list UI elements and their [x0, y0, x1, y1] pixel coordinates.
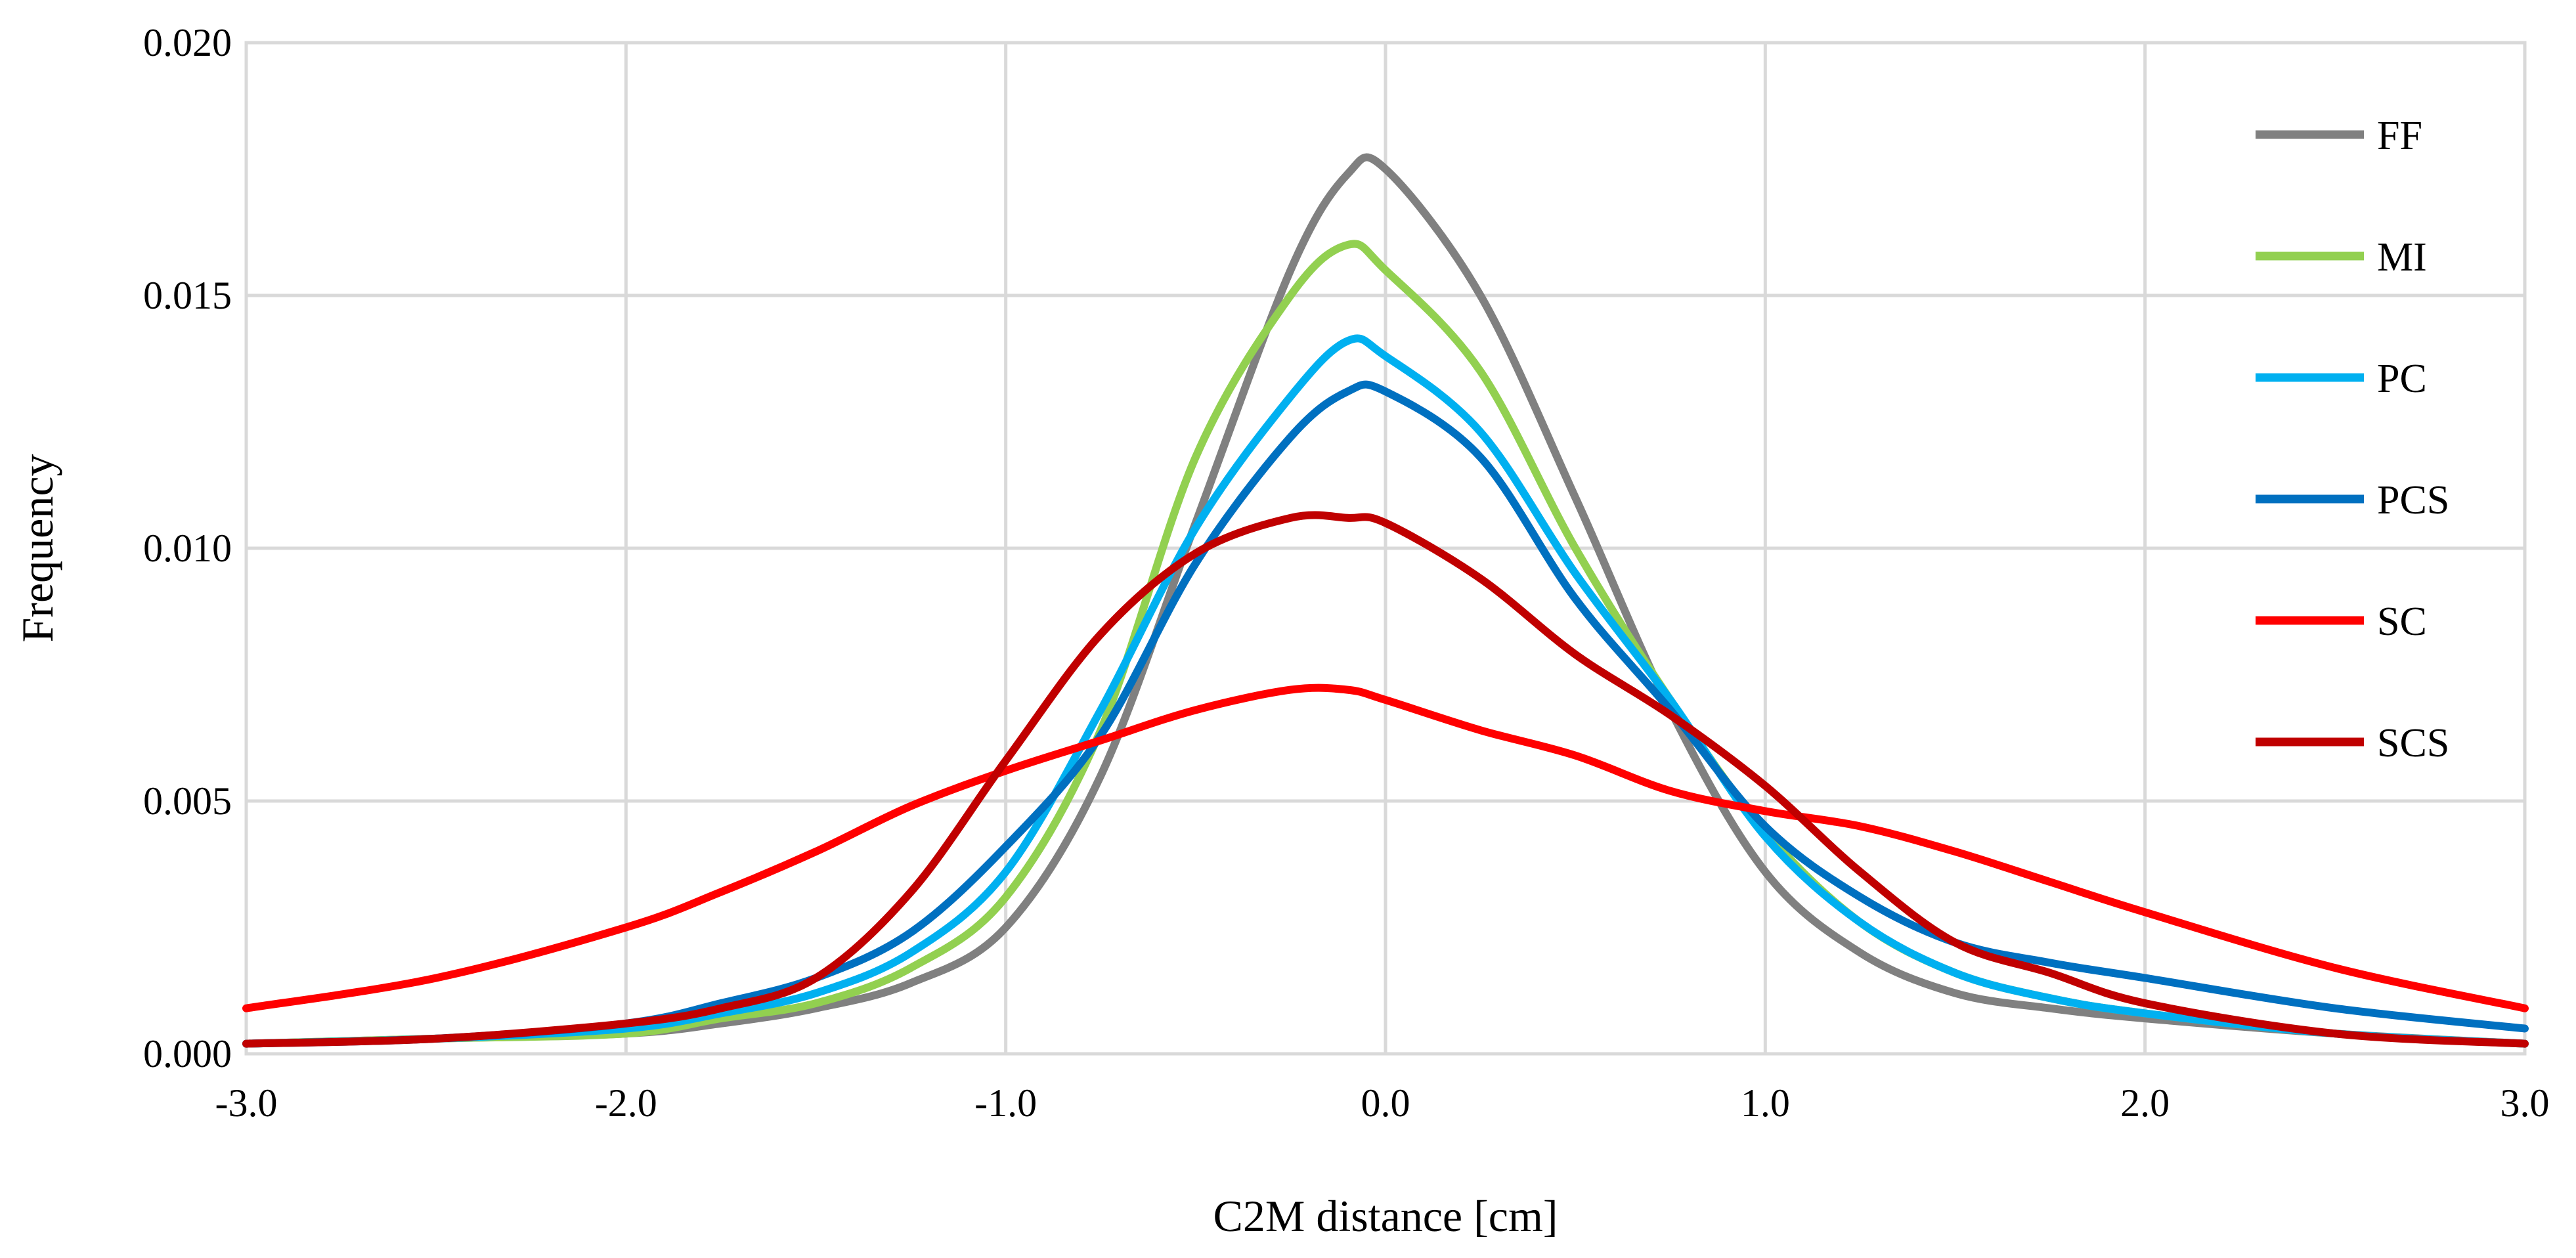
series-line-pcs — [242, 380, 2529, 1048]
x-tick-label: -1.0 — [974, 1081, 1037, 1125]
x-axis-ticks: -3.0 -2.0 -1.0 0.0 1.0 2.0 3.0 — [215, 1081, 2550, 1125]
y-tick-label: 0.015 — [143, 274, 232, 317]
y-tick-label: 0.020 — [143, 21, 232, 64]
x-tick-label: -2.0 — [595, 1081, 657, 1125]
x-tick-label: 2.0 — [2120, 1081, 2170, 1125]
series-layer — [242, 153, 2529, 1048]
series-line-scs — [242, 511, 2529, 1048]
legend-label-sc: SC — [2377, 599, 2427, 644]
legend-label-mi: MI — [2377, 235, 2427, 280]
legend-label-pcs: PCS — [2377, 478, 2449, 523]
plot-area-frame — [244, 41, 2527, 1056]
x-tick-label: 1.0 — [1741, 1081, 1790, 1125]
series-line-sc — [242, 683, 2529, 1012]
grid-lines — [244, 41, 2527, 1056]
legend-label-pc: PC — [2377, 357, 2427, 401]
y-tick-label: 0.010 — [143, 527, 232, 570]
x-tick-label: -3.0 — [215, 1081, 278, 1125]
legend-label-ff: FF — [2377, 114, 2422, 158]
y-axis-ticks: 0.000 0.005 0.010 0.015 0.020 — [143, 21, 232, 1075]
y-tick-label: 0.000 — [143, 1032, 232, 1075]
series-line-ff — [242, 153, 2529, 1048]
legend-label-scs: SCS — [2377, 721, 2449, 766]
x-axis-label: C2M distance [cm] — [1213, 1191, 1558, 1241]
legend: FF MI PC PCS SC SCS — [2256, 114, 2449, 766]
y-axis-label: Frequency — [12, 454, 62, 642]
y-tick-label: 0.005 — [143, 779, 232, 823]
series-line-pc — [242, 334, 2529, 1048]
x-tick-label: 0.0 — [1361, 1081, 1410, 1125]
x-tick-label: 3.0 — [2500, 1081, 2550, 1125]
